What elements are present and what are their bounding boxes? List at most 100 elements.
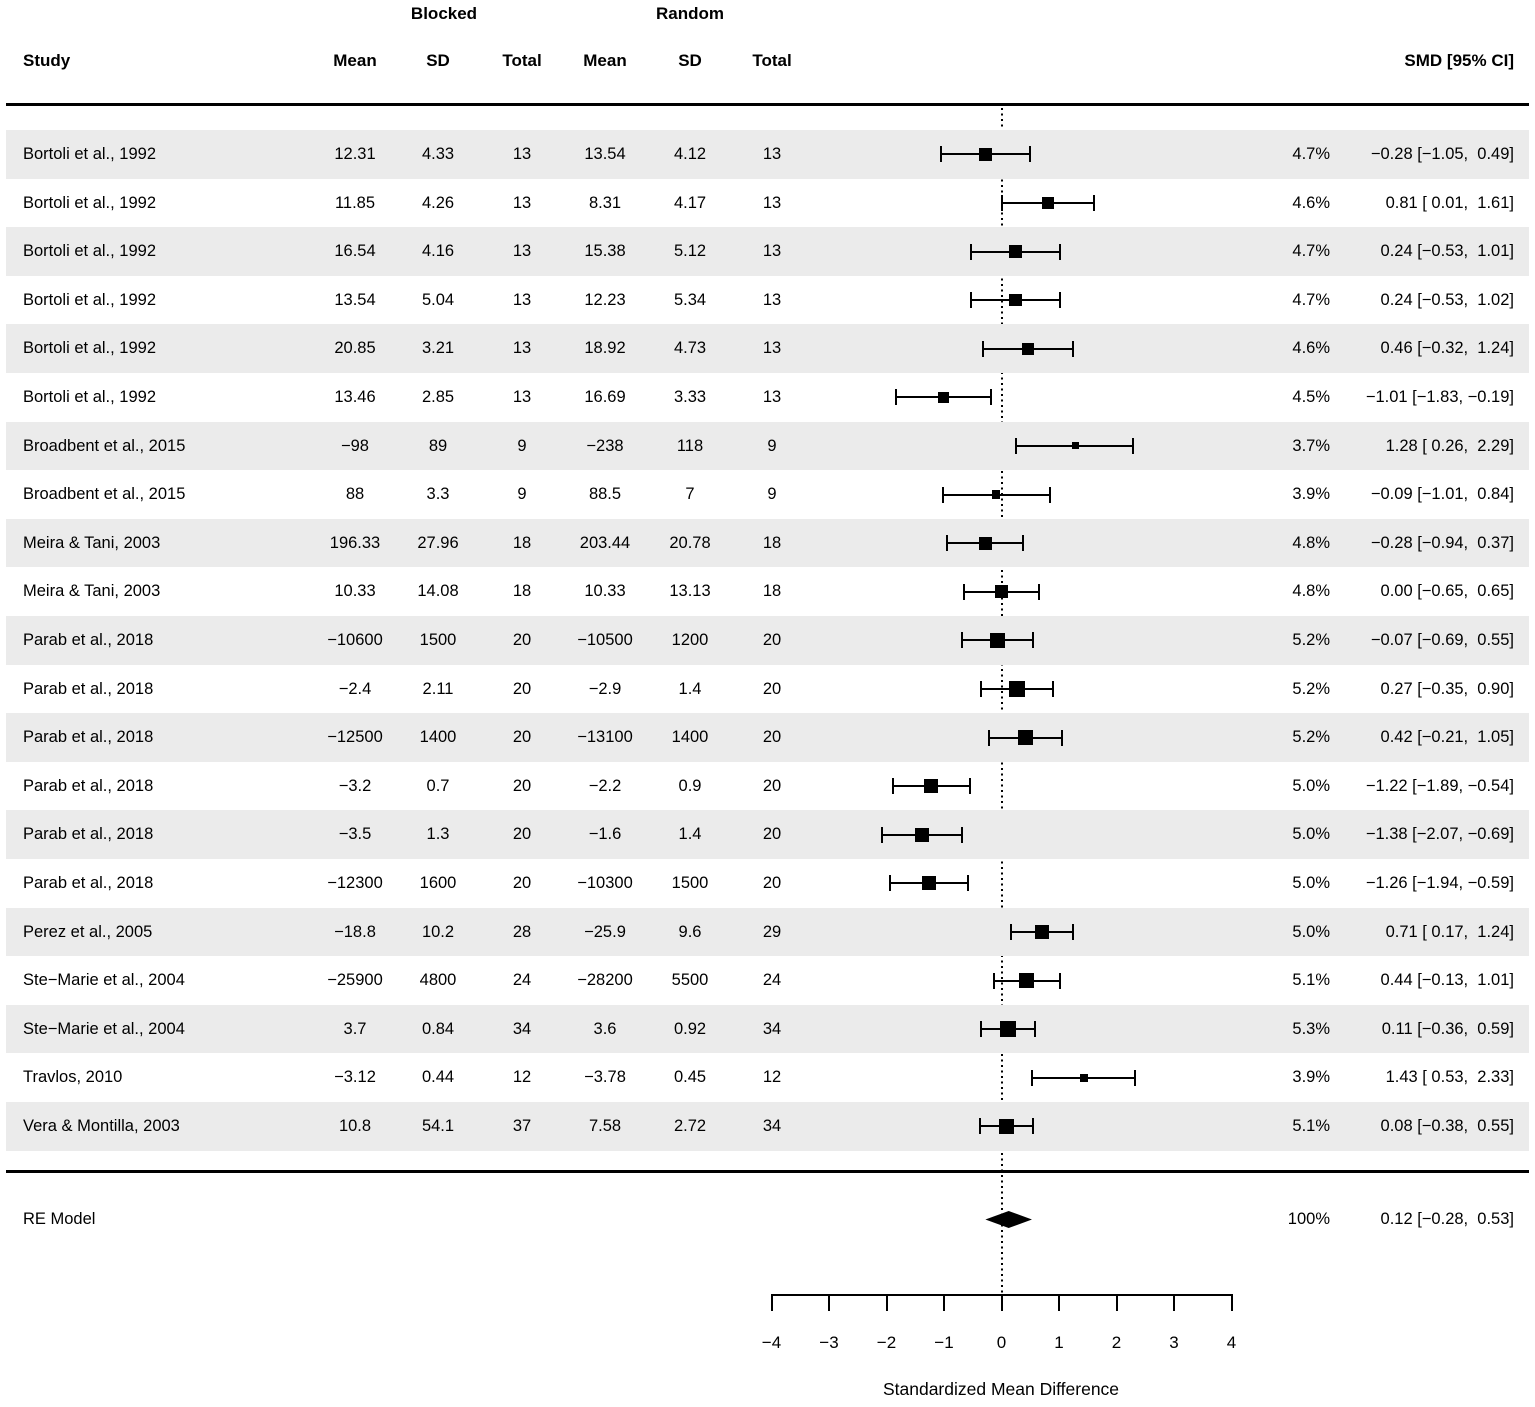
random-mean-value: 7.58: [588, 1117, 622, 1135]
blocked-mean-value: 10.33: [334, 582, 376, 601]
ci-cap: [1034, 1021, 1037, 1038]
group-header-random: Random: [656, 4, 724, 23]
table-row: Meira & Tani, 2003 196.33 27.96 18 203.4…: [6, 518, 1529, 568]
weight-value: 4.6%: [1292, 339, 1330, 358]
study-label: Broadbent et al., 2015: [23, 485, 186, 504]
blocked-mean-value: −10600: [327, 631, 383, 649]
blocked-total-value: 18: [512, 582, 532, 601]
blocked-mean-value: −3.5: [338, 825, 372, 844]
weight-value: 5.1%: [1292, 971, 1330, 990]
blocked-mean-value: −12300: [327, 874, 383, 892]
smd-ci-value: 1.43 [ 0.53, 2.33]: [1385, 1068, 1514, 1087]
weight-value: 5.3%: [1292, 1019, 1330, 1038]
table-row: Travlos, 2010 −3.12 0.44 12 −3.78 0.45 1…: [6, 1053, 1529, 1102]
smd-ci-value: 0.27 [−0.35, 0.90]: [1380, 679, 1514, 698]
effect-square: [992, 490, 1001, 499]
smd-ci-value: 0.46 [−0.32, 1.24]: [1380, 339, 1514, 358]
blocked-sd-value: 89: [428, 436, 448, 455]
blocked-total-value: 13: [512, 193, 532, 212]
ci-cap: [980, 680, 983, 697]
random-mean-value: −2.2: [588, 776, 622, 795]
study-label: Broadbent et al., 2015: [23, 436, 186, 455]
table-row: Perez et al., 2005 −18.8 10.2 28 −25.9 9…: [6, 907, 1529, 957]
weight-value: 4.7%: [1292, 290, 1330, 309]
ci-cap: [1015, 437, 1018, 454]
smd-ci-value: 0.08 [−0.38, 0.55]: [1380, 1117, 1514, 1135]
random-total-value: 13: [762, 388, 782, 406]
smd-ci-value: −1.01 [−1.83, −0.19]: [1365, 388, 1514, 406]
weight-value: 4.7%: [1292, 145, 1330, 163]
random-total-value: 24: [762, 971, 782, 990]
effect-square: [989, 632, 1006, 648]
effect-square: [1009, 681, 1025, 697]
study-label: Parab et al., 2018: [23, 776, 154, 795]
smd-ci-value: −0.07 [−0.69, 0.55]: [1370, 631, 1514, 649]
blocked-total-value: 20: [512, 728, 532, 747]
study-label: Bortoli et al., 1992: [23, 388, 156, 406]
blocked-mean-value: 11.85: [334, 193, 376, 212]
weight-value: 5.0%: [1292, 776, 1330, 795]
column-header-random-sd: SD: [678, 51, 702, 70]
ci-cap: [970, 243, 973, 260]
x-axis-tick-label: −3: [819, 1333, 839, 1352]
x-axis-title: Standardized Mean Difference: [882, 1379, 1120, 1399]
ci-cap: [1058, 972, 1061, 989]
ci-cap: [888, 875, 891, 892]
column-header-blocked-mean: Mean: [333, 51, 377, 70]
blocked-total-value: 20: [512, 631, 532, 649]
random-mean-value: −2.9: [588, 679, 622, 698]
blocked-sd-value: 0.7: [426, 776, 450, 795]
random-mean-value: 203.44: [579, 533, 631, 552]
table-row: Bortoli et al., 1992 13.46 2.85 13 16.69…: [6, 373, 1529, 422]
random-total-value: 20: [762, 631, 782, 649]
effect-square: [999, 1021, 1016, 1038]
column-header-random-mean: Mean: [583, 51, 627, 70]
effect-square: [1079, 1073, 1088, 1082]
blocked-sd-value: 1500: [419, 631, 457, 649]
summary-weight: 100%: [1287, 1210, 1330, 1228]
x-axis-tick: [1230, 1294, 1233, 1311]
blocked-sd-value: 10.2: [421, 922, 455, 941]
bottom-rule: [6, 1170, 1529, 1173]
table-row: Parab et al., 2018 −12300 1600 20 −10300…: [6, 859, 1529, 908]
study-label: Parab et al., 2018: [23, 631, 154, 649]
table-row: Vera & Montilla, 2003 10.8 54.1 37 7.58 …: [6, 1102, 1529, 1151]
random-total-value: 20: [762, 874, 782, 892]
smd-ci-value: 1.28 [ 0.26, 2.29]: [1385, 436, 1514, 455]
random-sd-value: 0.9: [678, 776, 702, 795]
random-sd-value: 5500: [671, 971, 709, 990]
top-rule: [6, 103, 1529, 106]
blocked-sd-value: 1600: [419, 874, 457, 892]
ci-cap: [993, 972, 996, 989]
study-label: Bortoli et al., 1992: [23, 242, 156, 261]
x-axis-tick: [1000, 1294, 1003, 1311]
blocked-total-value: 24: [512, 971, 532, 990]
random-total-value: 12: [762, 1068, 782, 1087]
ci-cap: [1032, 1118, 1035, 1135]
weight-value: 4.5%: [1292, 388, 1330, 406]
random-sd-value: 13.13: [669, 582, 711, 601]
study-label: Meira & Tani, 2003: [23, 582, 161, 601]
study-label: Parab et al., 2018: [23, 728, 154, 747]
study-label: Travlos, 2010: [23, 1068, 123, 1087]
blocked-total-value: 13: [512, 242, 532, 261]
blocked-sd-value: 2.85: [421, 388, 455, 406]
column-header-random-total: Total: [752, 51, 792, 70]
smd-ci-value: 0.00 [−0.65, 0.65]: [1380, 582, 1514, 601]
blocked-sd-value: 3.21: [421, 339, 455, 358]
blocked-mean-value: 20.85: [334, 339, 376, 358]
blocked-mean-value: 13.46: [334, 388, 376, 406]
random-mean-value: −25.9: [584, 922, 626, 941]
random-mean-value: 3.6: [593, 1019, 617, 1038]
weight-value: 3.9%: [1292, 1068, 1330, 1087]
ci-cap: [1058, 243, 1061, 260]
ci-cap: [960, 632, 963, 649]
random-mean-value: −238: [586, 436, 624, 455]
effect-square: [921, 876, 937, 891]
effect-square: [978, 536, 992, 550]
blocked-total-value: 20: [512, 825, 532, 844]
random-sd-value: 2.72: [673, 1117, 707, 1135]
random-mean-value: −13100: [577, 728, 633, 747]
ci-cap: [942, 486, 945, 503]
x-axis-tick: [943, 1294, 945, 1311]
